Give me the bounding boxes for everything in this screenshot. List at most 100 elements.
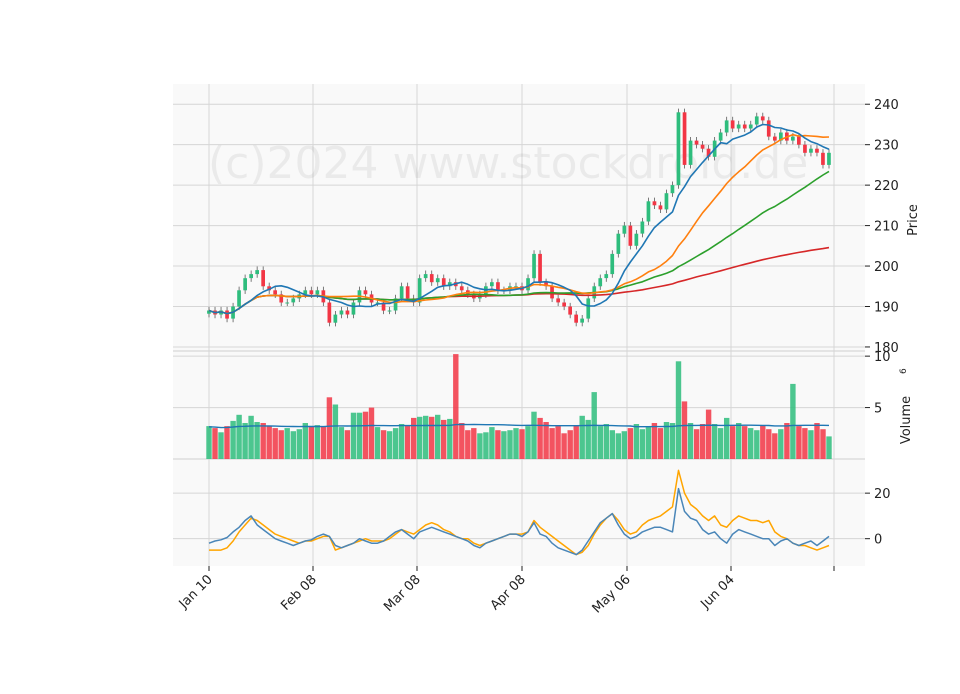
volume-bar [429,416,435,459]
candle-body [815,148,819,153]
volume-bar [766,429,772,459]
volume-bar [344,430,351,459]
candle-body [381,302,386,311]
volume-y-tick-label: 5 [874,402,882,417]
price-y-tick-label: 210 [874,220,899,235]
candle-body [664,193,669,210]
volume-y-tick-label: 10 [874,350,891,365]
volume-bar [597,426,603,459]
candle-body [604,274,609,279]
volume-bar [525,426,531,459]
x-tick-label: Mar 08 [381,572,424,615]
candle-body [748,124,753,129]
candle-body [273,290,277,295]
candle-body [736,124,741,129]
candle-body [207,310,211,314]
candle-body [345,310,350,315]
volume-bar [326,397,333,459]
price-y-tick-label: 200 [874,260,899,275]
volume-bar [699,424,706,459]
volume-bar [790,383,796,459]
volume-bar [537,417,543,459]
volume-bar [561,433,567,459]
price-y-tick-label: 180 [874,341,899,356]
x-tick-label: Jan 10 [176,572,216,612]
candle-body [742,124,747,129]
volume-bar [687,423,694,459]
volume-bar [380,430,387,459]
volume-bar [441,419,447,459]
osc-background [173,459,865,566]
x-tick-label: Apr 08 [488,572,529,613]
volume-bar [411,417,417,459]
candle-body [303,290,308,295]
volume-bar [272,428,278,459]
oscillator-slow-line [209,469,830,556]
volume-bar [206,426,212,459]
volume-bar [465,430,471,459]
candle-body [821,152,825,165]
oscillator-fast-line [208,487,830,556]
volume-bar [651,423,658,459]
oscillator-panel [208,469,830,556]
candle-body [718,132,723,141]
volume-average-line [208,423,830,429]
candle-body [556,298,560,303]
volume-bar [543,422,549,459]
candle-body [580,318,584,323]
volume-bar [808,430,814,459]
candle-body [255,270,259,275]
volume-bar [254,422,260,459]
candle-body [694,140,699,145]
candle-body [730,120,735,129]
candle-body [490,282,494,287]
candle-body [652,201,657,206]
candle-body [261,270,265,287]
volume-bar [531,411,537,459]
volume-bar [681,401,688,459]
volume-bar [717,428,724,459]
candle-body [568,306,572,315]
price-axis-label: Price [906,204,921,236]
volume-bar [772,433,778,459]
volume-bar [724,417,730,459]
candle-body [291,298,296,303]
volume-bar [483,432,489,459]
volume-bar [826,436,832,459]
volume-bar [302,423,308,459]
volume-bar [224,426,230,459]
candle-body [791,136,795,141]
candle-body [700,144,705,149]
candle-body [586,298,591,319]
volume-bar [248,415,254,459]
volume-bar [579,415,585,459]
candle-body [538,253,542,283]
volume-bar [477,433,483,459]
candle-body [249,274,253,279]
volume-bar [513,428,519,459]
candle-body [773,136,777,141]
volume-bar [308,426,314,459]
volume-bar [627,428,634,459]
volume-bar [242,423,248,459]
candle-body [393,298,398,311]
candle-body [634,233,639,246]
volume-bar [711,424,718,459]
oscillator-y-tick-label: 0 [874,533,882,548]
candle-body [429,274,434,283]
volume-bar [802,428,808,459]
candle-body [670,185,675,194]
volume-bar [212,428,218,459]
volume-bar [417,416,423,459]
candle-body [779,132,783,141]
candle-body [706,148,711,157]
volume-bar [260,423,266,459]
candle-body [646,201,651,222]
price-y-tick-label: 190 [874,301,899,316]
volume-axis-label: Volume [899,396,914,444]
candle-body [676,112,681,186]
volume-bar [645,427,652,459]
candle-body [363,290,368,295]
volume-bar [489,427,495,459]
